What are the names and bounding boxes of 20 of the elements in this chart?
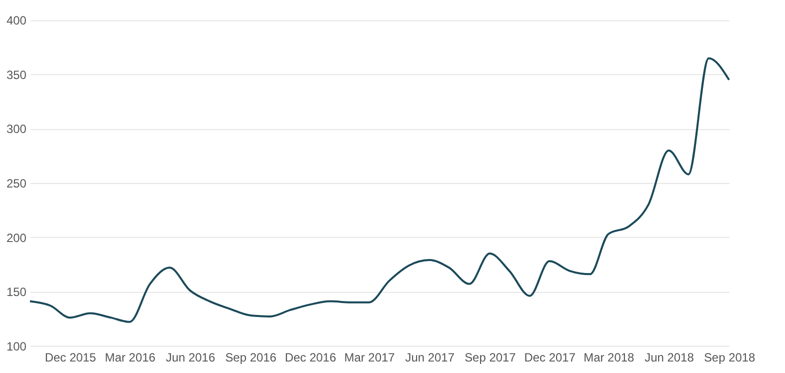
x-tick-label: Jun 2018 — [644, 350, 694, 364]
y-tick-label: 200 — [6, 230, 27, 245]
y-tick-label: 250 — [6, 176, 27, 190]
line-series — [28, 57, 730, 323]
x-tick-label: Sep 2018 — [704, 350, 756, 364]
x-tick-label: Dec 2015 — [44, 350, 96, 364]
y-tick-label: 300 — [6, 122, 27, 136]
x-tick-label: Dec 2016 — [284, 350, 336, 364]
x-tick-label: Jun 2017 — [405, 350, 455, 364]
y-tick-label: 350 — [6, 68, 27, 82]
y-tick-label: 100 — [6, 339, 27, 354]
x-tick-label: Mar 2017 — [344, 350, 396, 364]
x-tick-label: Sep 2016 — [225, 350, 277, 364]
x-tick-label: Jun 2016 — [166, 350, 216, 364]
x-tick-label: Sep 2017 — [464, 350, 516, 364]
y-tick-label: 400 — [6, 14, 27, 28]
x-tick-label: Mar 2016 — [104, 350, 156, 364]
x-tick-label: Dec 2017 — [524, 350, 576, 364]
y-tick-label: 150 — [6, 285, 27, 300]
x-tick-label: Mar 2018 — [584, 350, 635, 364]
